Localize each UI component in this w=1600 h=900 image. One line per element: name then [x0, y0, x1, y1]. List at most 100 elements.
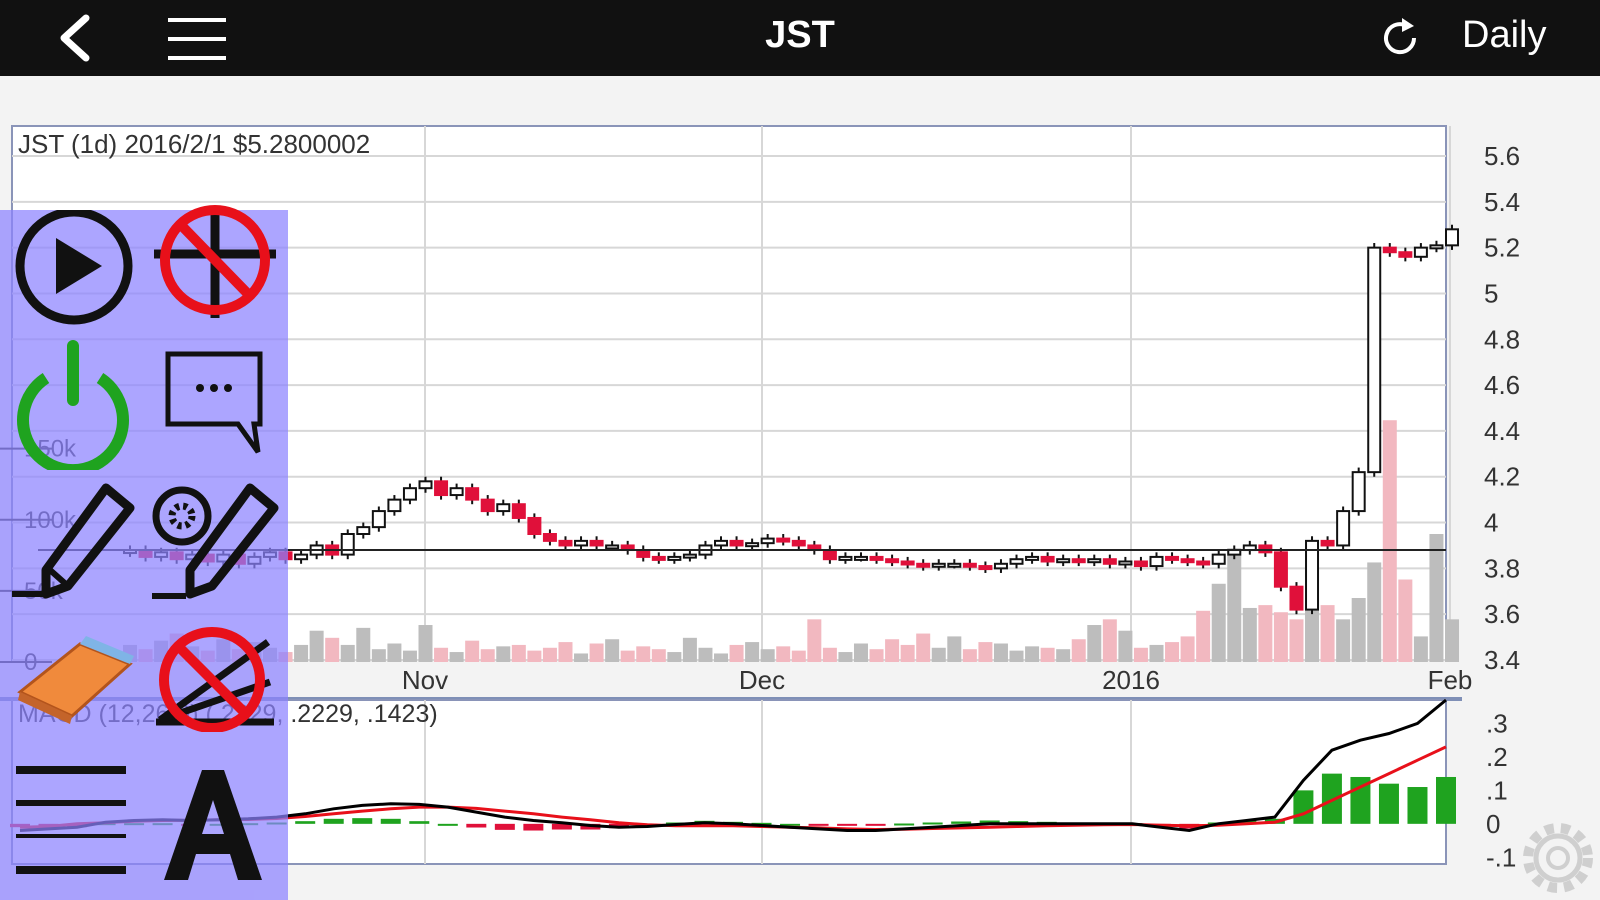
volume-bar [1429, 534, 1444, 662]
histogram-bar [323, 818, 344, 824]
histogram-bar [437, 823, 458, 826]
candle [760, 537, 775, 545]
volume-bar [1071, 639, 1086, 662]
volume-bar [1133, 647, 1148, 662]
candle [1149, 555, 1164, 568]
volume-bar [356, 627, 371, 662]
candle [1025, 555, 1040, 561]
candle [1009, 558, 1024, 565]
price-tick-label: 3.8 [1484, 553, 1520, 583]
candle [1071, 558, 1086, 564]
pencil-icon[interactable] [10, 482, 140, 602]
price-tick-label: 4.8 [1484, 324, 1520, 354]
volume-bar [1320, 605, 1335, 662]
volume-bar [1180, 636, 1195, 662]
candle [434, 480, 449, 497]
volume-bar [729, 644, 744, 662]
volume-bar [1273, 612, 1288, 662]
macd-tick-label: .2 [1486, 742, 1508, 772]
candle [340, 533, 355, 556]
volume-bar [791, 650, 806, 662]
crosshair-off-icon[interactable] [150, 202, 280, 322]
volume-bar [714, 653, 729, 662]
candle [1398, 251, 1413, 258]
delete-drawings-icon[interactable] [150, 622, 280, 732]
candle [1273, 551, 1288, 588]
price-tick-label: 3.6 [1484, 599, 1520, 629]
candle [387, 498, 402, 513]
volume-bar [807, 619, 822, 662]
candle [356, 526, 371, 535]
volume-bar [1102, 619, 1117, 662]
macd-tick-label: .1 [1486, 775, 1508, 805]
period-selector-button[interactable]: Daily [1462, 14, 1547, 56]
volume-bar [916, 633, 931, 662]
volume-bar [1087, 625, 1102, 662]
text-tool-icon[interactable] [158, 764, 268, 884]
volume-bar [371, 649, 386, 662]
histogram-bar [1378, 783, 1399, 824]
candle [745, 542, 760, 548]
candle [885, 558, 900, 564]
histogram-bar [837, 823, 858, 826]
candle [1118, 560, 1133, 566]
candle [558, 539, 573, 547]
volume-bar [511, 644, 526, 662]
volume-bar [947, 636, 962, 662]
volume-bar [558, 642, 573, 662]
volume-bar [496, 646, 511, 662]
price-tick-label: 5.2 [1484, 233, 1520, 263]
volume-bar [1336, 619, 1351, 662]
line-width-icon[interactable] [14, 762, 130, 886]
volume-bar [853, 643, 868, 662]
candle [1289, 585, 1304, 611]
price-tick-label: 5.6 [1484, 141, 1520, 171]
candle [418, 480, 433, 490]
candle [496, 503, 511, 513]
volume-bar [962, 649, 977, 662]
volume-bar [1258, 605, 1273, 662]
volume-bar [340, 644, 355, 662]
candle [838, 555, 853, 561]
settings-gear-icon[interactable] [1523, 823, 1593, 893]
volume-bar [620, 650, 635, 662]
histogram-bar [295, 821, 316, 824]
volume-bar [993, 643, 1008, 662]
histogram-bar [865, 823, 886, 826]
candle [729, 539, 744, 547]
candle [449, 487, 464, 497]
comment-icon[interactable] [162, 344, 268, 464]
histogram-bar [751, 822, 772, 825]
date-tick-label: Nov [402, 665, 448, 695]
back-chevron-icon[interactable] [52, 12, 104, 64]
volume-bar [480, 649, 495, 662]
price-tick-label: 4.6 [1484, 370, 1520, 400]
candle [294, 553, 309, 561]
eraser-icon[interactable] [14, 620, 140, 730]
candle [1320, 539, 1335, 547]
volume-bar [682, 637, 697, 662]
date-axis: Nov Dec 2016 Feb [402, 665, 1473, 695]
play-icon[interactable] [10, 210, 138, 328]
power-icon[interactable] [8, 340, 138, 470]
volume-bar [418, 625, 433, 662]
candle [667, 555, 682, 561]
volume-bar [1445, 619, 1459, 662]
volume-bar [1382, 420, 1397, 662]
candle [931, 562, 946, 568]
candle [1336, 510, 1351, 547]
candle [1196, 560, 1211, 566]
volume-bar [1165, 642, 1180, 662]
refresh-icon[interactable] [1378, 16, 1422, 60]
candle [869, 555, 884, 561]
histogram-bar [551, 823, 572, 830]
histogram-bar [979, 820, 1000, 824]
price-tick-label: 5.4 [1484, 187, 1520, 217]
volume-bar [605, 639, 620, 662]
hamburger-menu-icon[interactable] [168, 18, 226, 60]
candle [402, 487, 417, 501]
volume-bar [822, 647, 837, 662]
price-tick-label: 4 [1484, 508, 1498, 538]
pencil-settings-icon[interactable] [150, 482, 282, 602]
histogram-bar [922, 822, 943, 825]
